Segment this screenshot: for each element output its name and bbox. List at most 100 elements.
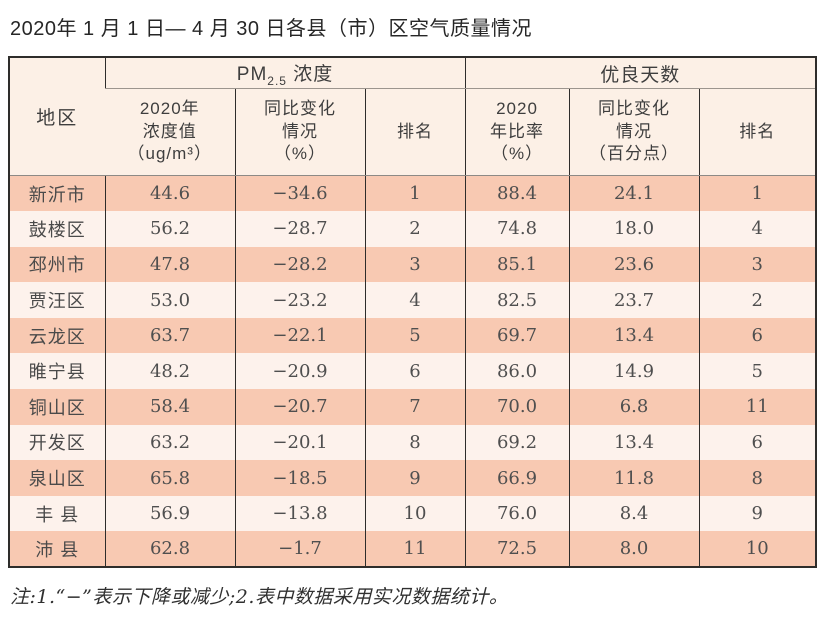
cell-region: 睢宁县 <box>28 362 86 383</box>
cell-good-rank: 9 <box>698 495 817 532</box>
cell-pm-value: 63.7 <box>104 317 235 354</box>
cell-pm-change: −28.2 <box>234 246 365 283</box>
air-quality-table: 地区 PM2.5 浓度 优良天数 2020年 浓度值 （ug/m³） 同比变化 情… <box>8 56 818 569</box>
cell-pm-change: −18.5 <box>234 460 365 496</box>
table-body: 新沂市 44.6 −34.6 1 88.4 24.1 1 鼓楼区 56.2 −28.7 2 74.8 1… <box>9 175 817 568</box>
cell-good-rank: 11 <box>698 389 817 425</box>
col-group-pm25: PM2.5 浓度 <box>104 57 466 89</box>
table-row: 丰 县 56.9 −13.8 10 76.0 8.4 9 <box>9 495 817 532</box>
cell-good-rate: 74.8 <box>464 211 570 247</box>
cell-pm-change: −20.9 <box>234 353 365 390</box>
cell-pm-value: 63.2 <box>104 424 235 461</box>
cell-pm-change: −13.8 <box>234 495 365 532</box>
cell-good-change: 23.6 <box>568 246 700 283</box>
cell-good-rate: 82.5 <box>464 282 570 318</box>
cell-good-rate: 69.2 <box>464 424 570 461</box>
cell-good-change: 14.9 <box>568 353 700 390</box>
cell-pm-rank: 9 <box>364 460 466 496</box>
table-row: 新沂市 44.6 −34.6 1 88.4 24.1 1 <box>9 175 817 212</box>
cell-good-rate: 70.0 <box>464 389 570 425</box>
cell-pm-rank: 7 <box>364 389 466 425</box>
cell-region: 贾汪区 <box>28 291 86 312</box>
cell-pm-change: −34.6 <box>234 175 365 212</box>
cell-pm-change: −22.1 <box>234 317 365 354</box>
subheader-row: 2020年 浓度值 （ug/m³） 同比变化 情况 （%） 排名 2020 年比率 （… <box>9 88 817 176</box>
cell-pm-value: 65.8 <box>104 460 235 496</box>
cell-pm-value: 48.2 <box>104 353 235 390</box>
cell-pm-rank: 3 <box>364 246 466 283</box>
cell-pm-rank: 1 <box>364 175 466 212</box>
cell-pm-rank: 8 <box>364 424 466 461</box>
table-row: 铜山区 58.4 −20.7 7 70.0 6.8 11 <box>9 389 817 425</box>
cell-pm-rank: 2 <box>364 211 466 247</box>
cell-good-rank: 6 <box>698 317 817 354</box>
cell-pm-change: −28.7 <box>234 211 365 247</box>
cell-pm-value: 56.9 <box>104 495 235 532</box>
cell-region: 鼓楼区 <box>28 219 86 240</box>
cell-good-change: 13.4 <box>568 317 700 354</box>
col-subheader-pm-rank: 排名 <box>364 88 466 176</box>
cell-region: 新沂市 <box>28 184 86 205</box>
col-subheader-good-rank: 排名 <box>698 88 817 176</box>
pm25-prefix: PM <box>236 63 268 85</box>
cell-pm-rank: 11 <box>364 531 466 568</box>
cell-good-rate: 85.1 <box>464 246 570 283</box>
cell-region: 沛 县 <box>35 539 80 560</box>
cell-good-change: 18.0 <box>568 211 700 247</box>
col-header-region: 地区 <box>9 57 105 176</box>
cell-pm-rank: 6 <box>364 353 466 390</box>
cell-good-rate: 66.9 <box>464 460 570 496</box>
col-subheader-pm-value: 2020年 浓度值 （ug/m³） <box>105 88 235 176</box>
cell-pm-value: 44.6 <box>104 175 235 212</box>
cell-region: 开发区 <box>28 433 86 454</box>
table-row: 云龙区 63.7 −22.1 5 69.7 13.4 6 <box>9 317 817 354</box>
cell-pm-rank: 10 <box>364 495 466 532</box>
cell-good-rank: 2 <box>698 282 817 318</box>
cell-good-change: 13.4 <box>568 424 700 461</box>
cell-pm-rank: 5 <box>364 317 466 354</box>
cell-good-change: 23.7 <box>568 282 700 318</box>
cell-good-change: 6.8 <box>568 389 700 425</box>
cell-pm-change: −23.2 <box>234 282 365 318</box>
cell-good-rate: 86.0 <box>464 353 570 390</box>
cell-region: 云龙区 <box>28 326 86 347</box>
table-row: 贾汪区 53.0 −23.2 4 82.5 23.7 2 <box>9 282 817 318</box>
cell-good-change: 11.8 <box>568 460 700 496</box>
cell-good-rank: 10 <box>698 531 817 568</box>
table-row: 开发区 63.2 −20.1 8 69.2 13.4 6 <box>9 424 817 461</box>
col-group-good-days: 优良天数 <box>464 57 817 89</box>
cell-good-rate: 76.0 <box>464 495 570 532</box>
cell-pm-rank: 4 <box>364 282 466 318</box>
cell-region: 铜山区 <box>28 397 86 418</box>
cell-good-rank: 4 <box>698 211 817 247</box>
cell-good-rank: 3 <box>698 246 817 283</box>
col-subheader-pm-change: 同比变化 情况 （%） <box>234 88 365 176</box>
cell-good-change: 24.1 <box>568 175 700 212</box>
cell-pm-value: 53.0 <box>104 282 235 318</box>
cell-good-change: 8.0 <box>568 531 700 568</box>
cell-pm-change: −20.7 <box>234 389 365 425</box>
cell-good-rank: 8 <box>698 460 817 496</box>
table-row: 鼓楼区 56.2 −28.7 2 74.8 18.0 4 <box>9 211 817 247</box>
cell-good-rank: 5 <box>698 353 817 390</box>
cell-pm-value: 47.8 <box>104 246 235 283</box>
cell-good-change: 8.4 <box>568 495 700 532</box>
footnote: 注:1.“−”表示下降或减少;2.表中数据采用实况数据统计。 <box>10 586 509 609</box>
table-row: 沛 县 62.8 −1.7 11 72.5 8.0 10 <box>9 531 817 568</box>
pm25-suffix: 浓度 <box>286 63 334 85</box>
cell-region: 邳州市 <box>28 255 86 276</box>
group-header-row: 地区 PM2.5 浓度 优良天数 <box>9 57 817 176</box>
table-row: 睢宁县 48.2 −20.9 6 86.0 14.9 5 <box>9 353 817 390</box>
cell-pm-value: 56.2 <box>104 211 235 247</box>
cell-good-rate: 88.4 <box>464 175 570 212</box>
table-row: 邳州市 47.8 −28.2 3 85.1 23.6 3 <box>9 246 817 283</box>
cell-pm-change: −1.7 <box>234 531 365 568</box>
cell-good-rate: 72.5 <box>464 531 570 568</box>
page-title: 2020年 1 月 1 日— 4 月 30 日各县（市）区空气质量情况 <box>10 18 533 40</box>
cell-region: 丰 县 <box>35 504 80 525</box>
cell-region: 泉山区 <box>28 469 86 490</box>
col-subheader-good-rate: 2020 年比率 （%） <box>464 88 570 176</box>
cell-pm-change: −20.1 <box>234 424 365 461</box>
cell-pm-value: 58.4 <box>104 389 235 425</box>
